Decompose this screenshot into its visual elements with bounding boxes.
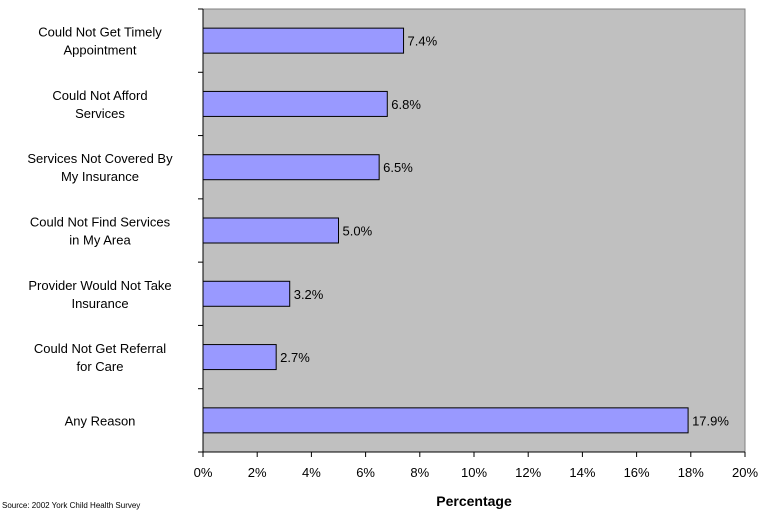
category-label: for Care	[77, 359, 124, 374]
category-label: My Insurance	[61, 169, 139, 184]
x-tick-label: 20%	[732, 465, 758, 480]
bar	[202, 280, 291, 307]
x-tick-label: 10%	[461, 465, 487, 480]
data-label: 6.5%	[383, 160, 413, 175]
data-label: 2.7%	[280, 350, 310, 365]
bar	[202, 154, 380, 181]
category-label: Insurance	[71, 296, 128, 311]
bar	[202, 90, 388, 117]
category-labels: Could Not Get Timely Appointment Could Not…	[27, 25, 173, 429]
category-label: Services	[75, 106, 125, 121]
category-label: Provider Would Not Take	[28, 278, 171, 293]
category-label: Appointment	[64, 43, 137, 58]
x-tick-label: 18%	[678, 465, 704, 480]
data-label: 7.4%	[408, 34, 438, 49]
x-tick-label: 12%	[515, 465, 541, 480]
category-label: Could Not Get Referral	[34, 341, 166, 356]
category-label: Could Not Get Timely	[38, 25, 162, 40]
data-label: 5.0%	[343, 224, 373, 239]
bar	[202, 27, 405, 54]
data-label: 6.8%	[391, 97, 421, 112]
x-tick-label: 4%	[302, 465, 321, 480]
x-tick-label: 6%	[356, 465, 375, 480]
x-tick-label: 8%	[410, 465, 429, 480]
x-tick-label: 16%	[624, 465, 650, 480]
bar	[202, 407, 689, 434]
category-label: Services Not Covered By	[27, 151, 173, 166]
category-label: Could Not Find Services	[30, 215, 171, 230]
category-label: in My Area	[69, 233, 131, 248]
category-label: Any Reason	[65, 413, 136, 428]
x-tick-label: 0%	[194, 465, 213, 480]
source-note: Source: 2002 York Child Health Survey	[2, 501, 140, 510]
x-tick-label: 2%	[248, 465, 267, 480]
axis-ticks: 0% 2% 4% 6% 8% 10% 12% 14% 16% 18% 20%	[194, 8, 758, 480]
data-label: 17.9%	[692, 413, 729, 428]
x-tick-label: 14%	[569, 465, 595, 480]
x-axis-title: Percentage	[436, 493, 512, 509]
bars-group: 7.4% 6.8% 6.5% 5.0% 3.2% 2.7% 17.9%	[202, 27, 729, 434]
data-label: 3.2%	[294, 287, 324, 302]
bar	[202, 217, 339, 244]
bar	[202, 344, 277, 371]
category-label: Could Not Afford	[52, 88, 147, 103]
